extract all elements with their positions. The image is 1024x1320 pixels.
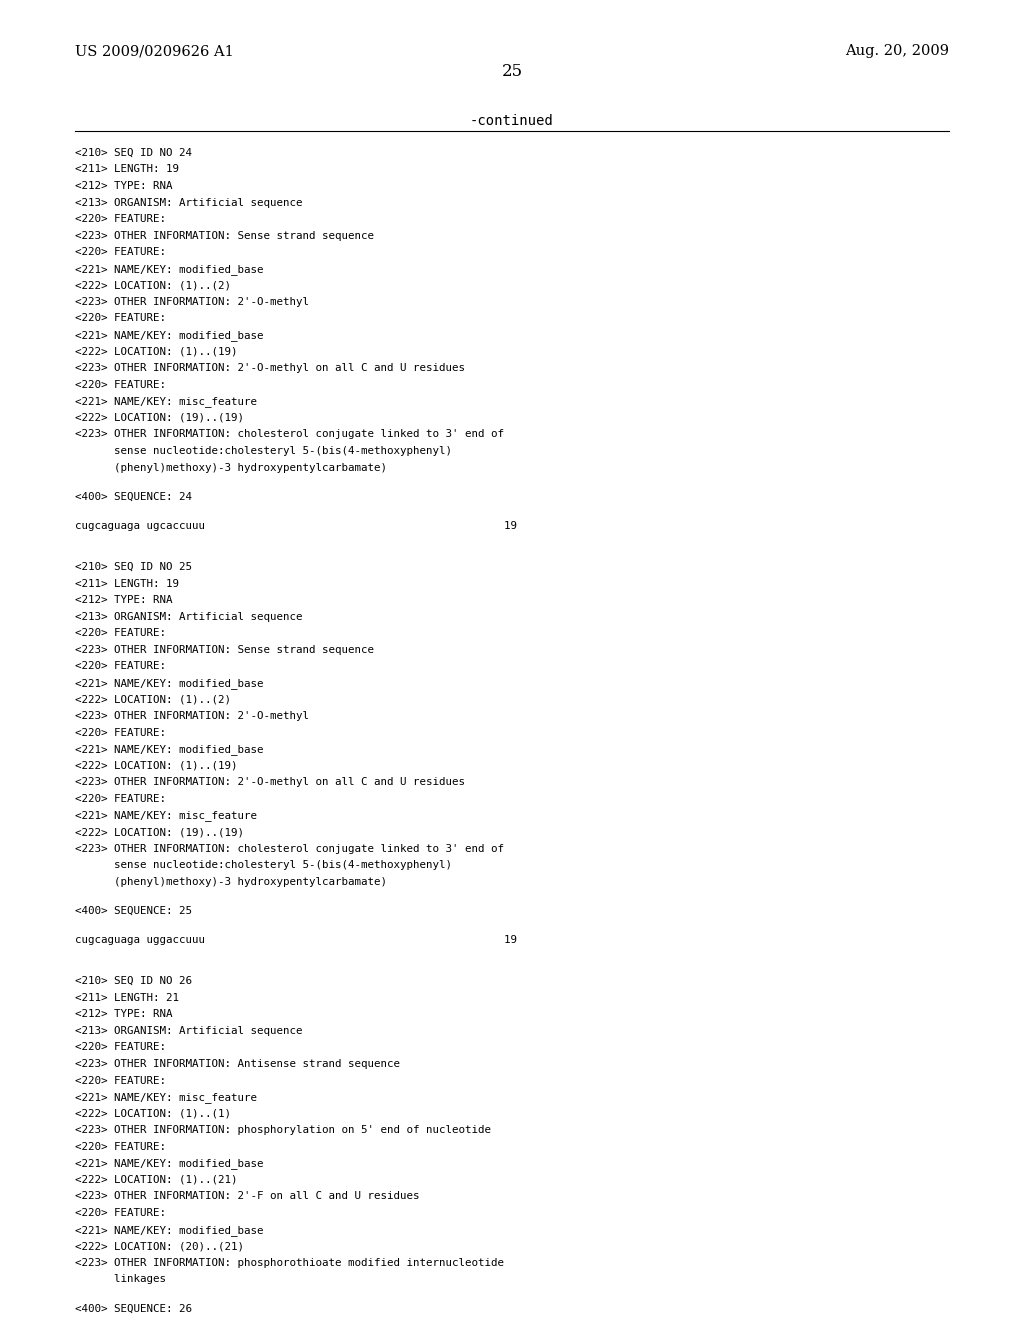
Text: <221> NAME/KEY: modified_base: <221> NAME/KEY: modified_base — [75, 678, 263, 689]
Text: Aug. 20, 2009: Aug. 20, 2009 — [845, 44, 949, 58]
Text: <223> OTHER INFORMATION: Antisense strand sequence: <223> OTHER INFORMATION: Antisense stran… — [75, 1059, 399, 1069]
Text: <221> NAME/KEY: misc_feature: <221> NAME/KEY: misc_feature — [75, 810, 257, 821]
Text: <220> FEATURE:: <220> FEATURE: — [75, 247, 166, 257]
Text: <213> ORGANISM: Artificial sequence: <213> ORGANISM: Artificial sequence — [75, 611, 302, 622]
Text: <210> SEQ ID NO 25: <210> SEQ ID NO 25 — [75, 562, 191, 572]
Text: <221> NAME/KEY: modified_base: <221> NAME/KEY: modified_base — [75, 744, 263, 755]
Text: cugcaguaga ugcaccuuu                                              19: cugcaguaga ugcaccuuu 19 — [75, 520, 517, 531]
Text: <223> OTHER INFORMATION: phosphorothioate modified internucleotide: <223> OTHER INFORMATION: phosphorothioat… — [75, 1258, 504, 1267]
Text: <223> OTHER INFORMATION: cholesterol conjugate linked to 3' end of: <223> OTHER INFORMATION: cholesterol con… — [75, 843, 504, 854]
Text: (phenyl)methoxy)-3 hydroxypentylcarbamate): (phenyl)methoxy)-3 hydroxypentylcarbamat… — [75, 462, 387, 473]
Text: <222> LOCATION: (1)..(2): <222> LOCATION: (1)..(2) — [75, 280, 230, 290]
Text: <223> OTHER INFORMATION: 2'-F on all C and U residues: <223> OTHER INFORMATION: 2'-F on all C a… — [75, 1192, 419, 1201]
Text: <220> FEATURE:: <220> FEATURE: — [75, 214, 166, 224]
Text: <223> OTHER INFORMATION: 2'-O-methyl on all C and U residues: <223> OTHER INFORMATION: 2'-O-methyl on … — [75, 777, 465, 787]
Text: <222> LOCATION: (19)..(19): <222> LOCATION: (19)..(19) — [75, 413, 244, 422]
Text: <211> LENGTH: 19: <211> LENGTH: 19 — [75, 165, 179, 174]
Text: <223> OTHER INFORMATION: 2'-O-methyl: <223> OTHER INFORMATION: 2'-O-methyl — [75, 711, 309, 721]
Text: <223> OTHER INFORMATION: cholesterol conjugate linked to 3' end of: <223> OTHER INFORMATION: cholesterol con… — [75, 429, 504, 440]
Text: <400> SEQUENCE: 24: <400> SEQUENCE: 24 — [75, 491, 191, 502]
Text: <212> TYPE: RNA: <212> TYPE: RNA — [75, 595, 172, 605]
Text: US 2009/0209626 A1: US 2009/0209626 A1 — [75, 44, 233, 58]
Text: <220> FEATURE:: <220> FEATURE: — [75, 628, 166, 639]
Text: <223> OTHER INFORMATION: Sense strand sequence: <223> OTHER INFORMATION: Sense strand se… — [75, 231, 374, 240]
Text: <212> TYPE: RNA: <212> TYPE: RNA — [75, 1010, 172, 1019]
Text: cugcaguaga uggaccuuu                                              19: cugcaguaga uggaccuuu 19 — [75, 935, 517, 945]
Text: <213> ORGANISM: Artificial sequence: <213> ORGANISM: Artificial sequence — [75, 198, 302, 207]
Text: <222> LOCATION: (1)..(2): <222> LOCATION: (1)..(2) — [75, 694, 230, 705]
Text: <220> FEATURE:: <220> FEATURE: — [75, 380, 166, 389]
Text: <221> NAME/KEY: misc_feature: <221> NAME/KEY: misc_feature — [75, 1092, 257, 1104]
Text: -continued: -continued — [470, 115, 554, 128]
Text: <220> FEATURE:: <220> FEATURE: — [75, 727, 166, 738]
Text: <210> SEQ ID NO 24: <210> SEQ ID NO 24 — [75, 148, 191, 158]
Text: <220> FEATURE:: <220> FEATURE: — [75, 1142, 166, 1152]
Text: <400> SEQUENCE: 26: <400> SEQUENCE: 26 — [75, 1303, 191, 1313]
Text: 25: 25 — [502, 63, 522, 81]
Text: <221> NAME/KEY: modified_base: <221> NAME/KEY: modified_base — [75, 264, 263, 275]
Text: <222> LOCATION: (1)..(1): <222> LOCATION: (1)..(1) — [75, 1109, 230, 1118]
Text: (phenyl)methoxy)-3 hydroxypentylcarbamate): (phenyl)methoxy)-3 hydroxypentylcarbamat… — [75, 876, 387, 887]
Text: <223> OTHER INFORMATION: phosphorylation on 5' end of nucleotide: <223> OTHER INFORMATION: phosphorylation… — [75, 1125, 490, 1135]
Text: <222> LOCATION: (20)..(21): <222> LOCATION: (20)..(21) — [75, 1241, 244, 1251]
Text: <222> LOCATION: (1)..(21): <222> LOCATION: (1)..(21) — [75, 1175, 238, 1185]
Text: <211> LENGTH: 19: <211> LENGTH: 19 — [75, 578, 179, 589]
Text: <223> OTHER INFORMATION: 2'-O-methyl on all C and U residues: <223> OTHER INFORMATION: 2'-O-methyl on … — [75, 363, 465, 374]
Text: <220> FEATURE:: <220> FEATURE: — [75, 313, 166, 323]
Text: sense nucleotide:cholesteryl 5-(bis(4-methoxyphenyl): sense nucleotide:cholesteryl 5-(bis(4-me… — [75, 861, 452, 870]
Text: <221> NAME/KEY: misc_feature: <221> NAME/KEY: misc_feature — [75, 396, 257, 408]
Text: <221> NAME/KEY: modified_base: <221> NAME/KEY: modified_base — [75, 330, 263, 341]
Text: <213> ORGANISM: Artificial sequence: <213> ORGANISM: Artificial sequence — [75, 1026, 302, 1036]
Text: <220> FEATURE:: <220> FEATURE: — [75, 793, 166, 804]
Text: <210> SEQ ID NO 26: <210> SEQ ID NO 26 — [75, 975, 191, 986]
Text: <220> FEATURE:: <220> FEATURE: — [75, 661, 166, 672]
Text: <223> OTHER INFORMATION: 2'-O-methyl: <223> OTHER INFORMATION: 2'-O-methyl — [75, 297, 309, 308]
Text: <212> TYPE: RNA: <212> TYPE: RNA — [75, 181, 172, 191]
Text: <211> LENGTH: 21: <211> LENGTH: 21 — [75, 993, 179, 1003]
Text: <222> LOCATION: (1)..(19): <222> LOCATION: (1)..(19) — [75, 760, 238, 771]
Text: <223> OTHER INFORMATION: Sense strand sequence: <223> OTHER INFORMATION: Sense strand se… — [75, 644, 374, 655]
Text: sense nucleotide:cholesteryl 5-(bis(4-methoxyphenyl): sense nucleotide:cholesteryl 5-(bis(4-me… — [75, 446, 452, 455]
Text: <220> FEATURE:: <220> FEATURE: — [75, 1076, 166, 1085]
Text: linkages: linkages — [75, 1274, 166, 1284]
Text: <222> LOCATION: (19)..(19): <222> LOCATION: (19)..(19) — [75, 828, 244, 837]
Text: <221> NAME/KEY: modified_base: <221> NAME/KEY: modified_base — [75, 1159, 263, 1170]
Text: <222> LOCATION: (1)..(19): <222> LOCATION: (1)..(19) — [75, 347, 238, 356]
Text: <221> NAME/KEY: modified_base: <221> NAME/KEY: modified_base — [75, 1225, 263, 1236]
Text: <400> SEQUENCE: 25: <400> SEQUENCE: 25 — [75, 906, 191, 916]
Text: <220> FEATURE:: <220> FEATURE: — [75, 1043, 166, 1052]
Text: <220> FEATURE:: <220> FEATURE: — [75, 1208, 166, 1218]
